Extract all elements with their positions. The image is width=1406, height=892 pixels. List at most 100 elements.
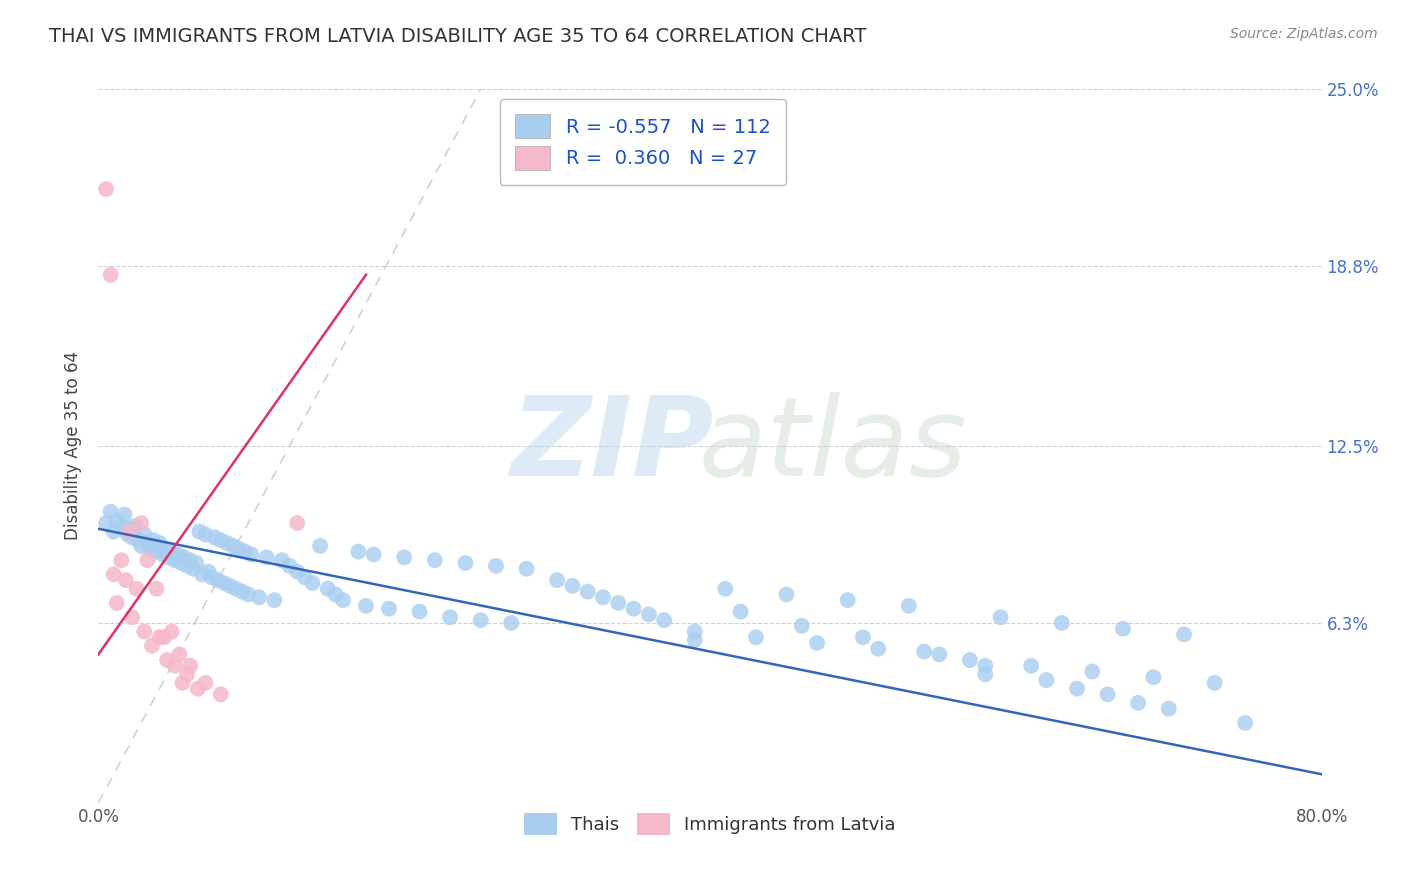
- Point: [652, 613, 675, 627]
- Point: [136, 536, 159, 550]
- Text: Source: ZipAtlas.com: Source: ZipAtlas.com: [1230, 27, 1378, 41]
- Point: [1234, 715, 1257, 730]
- Point: [1097, 687, 1119, 701]
- Point: [134, 624, 156, 639]
- Point: [215, 536, 238, 550]
- Point: [439, 610, 461, 624]
- Point: [347, 544, 370, 558]
- Point: [173, 550, 195, 565]
- Point: [607, 596, 630, 610]
- Point: [155, 541, 177, 556]
- Point: [423, 553, 446, 567]
- Point: [110, 519, 132, 533]
- Point: [186, 556, 208, 570]
- Point: [1204, 676, 1226, 690]
- Point: [683, 624, 706, 639]
- Point: [1173, 627, 1195, 641]
- Point: [278, 558, 301, 573]
- Point: [110, 553, 132, 567]
- Point: [231, 584, 253, 599]
- Point: [837, 593, 859, 607]
- Legend: Thais, Immigrants from Latvia: Thais, Immigrants from Latvia: [515, 804, 905, 844]
- Point: [852, 630, 875, 644]
- Point: [470, 613, 492, 627]
- Point: [316, 582, 339, 596]
- Y-axis label: Disability Age 35 to 64: Disability Age 35 to 64: [65, 351, 83, 541]
- Point: [263, 593, 285, 607]
- Point: [974, 667, 997, 681]
- Point: [990, 610, 1012, 624]
- Point: [1157, 701, 1180, 715]
- Point: [134, 527, 156, 541]
- Point: [325, 587, 347, 601]
- Point: [378, 601, 401, 615]
- Point: [408, 605, 430, 619]
- Point: [637, 607, 661, 622]
- Point: [160, 624, 183, 639]
- Point: [294, 570, 316, 584]
- Point: [94, 516, 117, 530]
- Point: [160, 544, 183, 558]
- Point: [233, 544, 256, 558]
- Point: [238, 587, 260, 601]
- Point: [1128, 696, 1150, 710]
- Point: [194, 527, 217, 541]
- Point: [105, 513, 128, 527]
- Point: [285, 565, 308, 579]
- Point: [124, 519, 146, 533]
- Point: [156, 653, 179, 667]
- Point: [576, 584, 599, 599]
- Text: THAI VS IMMIGRANTS FROM LATVIA DISABILITY AGE 35 TO 64 CORRELATION CHART: THAI VS IMMIGRANTS FROM LATVIA DISABILIT…: [49, 27, 866, 45]
- Point: [592, 591, 614, 605]
- Point: [194, 676, 217, 690]
- Point: [187, 681, 209, 696]
- Point: [167, 548, 190, 562]
- Point: [309, 539, 332, 553]
- Point: [188, 524, 211, 539]
- Point: [623, 601, 645, 615]
- Point: [1066, 681, 1088, 696]
- Point: [392, 550, 416, 565]
- Point: [974, 658, 997, 673]
- Point: [285, 516, 308, 530]
- Point: [129, 516, 152, 530]
- Point: [118, 522, 141, 536]
- Point: [139, 541, 162, 556]
- Point: [176, 667, 198, 681]
- Text: atlas: atlas: [697, 392, 967, 500]
- Point: [222, 539, 245, 553]
- Point: [868, 641, 890, 656]
- Point: [1035, 673, 1057, 687]
- Point: [163, 658, 186, 673]
- Point: [228, 541, 250, 556]
- Point: [516, 562, 538, 576]
- Point: [115, 573, 138, 587]
- Point: [806, 636, 828, 650]
- Point: [127, 533, 149, 548]
- Point: [117, 527, 139, 541]
- Point: [501, 615, 523, 630]
- Point: [141, 639, 163, 653]
- Point: [176, 558, 198, 573]
- Point: [153, 630, 176, 644]
- Point: [197, 565, 219, 579]
- Point: [454, 556, 477, 570]
- Point: [1112, 622, 1135, 636]
- Point: [912, 644, 935, 658]
- Point: [790, 619, 813, 633]
- Point: [683, 633, 706, 648]
- Point: [207, 573, 229, 587]
- Point: [157, 550, 180, 565]
- Point: [745, 630, 768, 644]
- Point: [897, 599, 920, 613]
- Point: [354, 599, 377, 613]
- Point: [363, 548, 385, 562]
- Point: [100, 268, 122, 282]
- Point: [256, 550, 278, 565]
- Point: [118, 524, 141, 539]
- Point: [485, 558, 508, 573]
- Point: [240, 548, 263, 562]
- Point: [219, 579, 242, 593]
- Point: [149, 536, 172, 550]
- Point: [200, 570, 222, 584]
